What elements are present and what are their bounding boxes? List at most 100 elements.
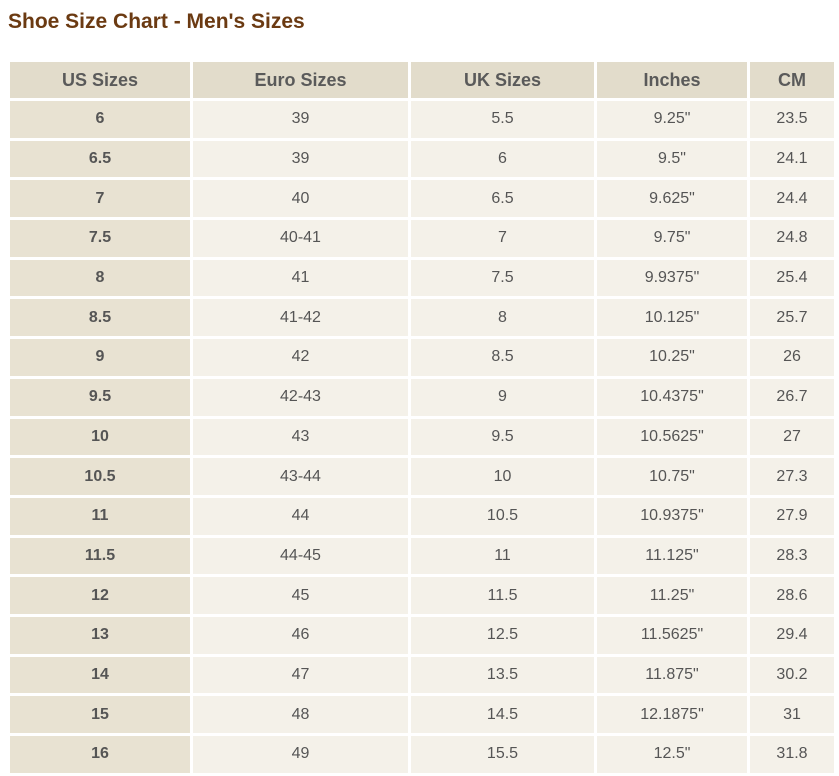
cm-cell: 27.9 [750,497,834,535]
table-row: 7 40 6.5 9.625" 24.4 [10,180,834,218]
table-row: 11.5 44-45 11 11.125" 28.3 [10,537,834,575]
table-row: 9 42 8.5 10.25" 26 [10,339,834,376]
shoe-size-table: US Sizes Euro Sizes UK Sizes Inches CM 6… [7,59,837,776]
us-size-cell: 11 [10,497,190,535]
us-size-cell: 14 [10,656,190,694]
euro-size-cell: 42 [193,339,408,376]
euro-size-cell: 41-42 [193,299,408,337]
table-row: 6.5 39 6 9.5" 24.1 [10,140,834,178]
euro-size-cell: 49 [193,736,408,773]
us-size-cell: 9 [10,339,190,376]
uk-size-cell: 6 [411,140,594,178]
euro-size-cell: 39 [193,101,408,138]
table-row: 8.5 41-42 8 10.125" 25.7 [10,299,834,337]
inches-cell: 10.75" [597,458,747,495]
table-row: 7.5 40-41 7 9.75" 24.8 [10,220,834,257]
inches-cell: 10.4375" [597,378,747,416]
euro-size-cell: 42-43 [193,378,408,416]
uk-size-cell: 9.5 [411,418,594,456]
uk-size-cell: 11.5 [411,577,594,614]
cm-cell: 27 [750,418,834,456]
euro-size-cell: 46 [193,616,408,654]
euro-size-cell: 40 [193,180,408,218]
inches-cell: 11.875" [597,656,747,694]
us-size-cell: 6.5 [10,140,190,178]
cm-cell: 27.3 [750,458,834,495]
cm-cell: 24.1 [750,140,834,178]
cm-cell: 28.3 [750,537,834,575]
table-row: 12 45 11.5 11.25" 28.6 [10,577,834,614]
uk-size-cell: 10 [411,458,594,495]
page-title: Shoe Size Chart - Men's Sizes [8,10,305,33]
cm-cell: 30.2 [750,656,834,694]
inches-cell: 10.9375" [597,497,747,535]
uk-size-cell: 10.5 [411,497,594,535]
euro-size-cell: 45 [193,577,408,614]
uk-size-cell: 7 [411,220,594,257]
table-row: 15 48 14.5 12.1875" 31 [10,696,834,733]
inches-cell: 12.5" [597,736,747,773]
uk-size-cell: 8.5 [411,339,594,376]
us-size-cell: 15 [10,696,190,733]
us-size-cell: 12 [10,577,190,614]
uk-size-cell: 15.5 [411,736,594,773]
uk-size-cell: 13.5 [411,656,594,694]
us-size-cell: 9.5 [10,378,190,416]
table-row: 8 41 7.5 9.9375" 25.4 [10,259,834,297]
header-uk-sizes: UK Sizes [411,62,594,98]
us-size-cell: 10.5 [10,458,190,495]
table-row: 10 43 9.5 10.5625" 27 [10,418,834,456]
inches-cell: 9.25" [597,101,747,138]
us-size-cell: 8.5 [10,299,190,337]
cm-cell: 31.8 [750,736,834,773]
uk-size-cell: 8 [411,299,594,337]
header-inches: Inches [597,62,747,98]
cm-cell: 25.7 [750,299,834,337]
us-size-cell: 11.5 [10,537,190,575]
inches-cell: 9.5" [597,140,747,178]
euro-size-cell: 43 [193,418,408,456]
cm-cell: 25.4 [750,259,834,297]
inches-cell: 12.1875" [597,696,747,733]
us-size-cell: 7.5 [10,220,190,257]
inches-cell: 9.75" [597,220,747,257]
us-size-cell: 16 [10,736,190,773]
header-euro-sizes: Euro Sizes [193,62,408,98]
uk-size-cell: 6.5 [411,180,594,218]
euro-size-cell: 44-45 [193,537,408,575]
cm-cell: 31 [750,696,834,733]
cm-cell: 24.8 [750,220,834,257]
inches-cell: 9.625" [597,180,747,218]
uk-size-cell: 9 [411,378,594,416]
inches-cell: 11.5625" [597,616,747,654]
euro-size-cell: 41 [193,259,408,297]
us-size-cell: 8 [10,259,190,297]
euro-size-cell: 44 [193,497,408,535]
inches-cell: 10.25" [597,339,747,376]
cm-cell: 28.6 [750,577,834,614]
table-row: 6 39 5.5 9.25" 23.5 [10,101,834,138]
header-cm: CM [750,62,834,98]
table-row: 10.5 43-44 10 10.75" 27.3 [10,458,834,495]
cm-cell: 29.4 [750,616,834,654]
table-row: 9.5 42-43 9 10.4375" 26.7 [10,378,834,416]
table-row: 14 47 13.5 11.875" 30.2 [10,656,834,694]
header-us-sizes: US Sizes [10,62,190,98]
uk-size-cell: 7.5 [411,259,594,297]
uk-size-cell: 11 [411,537,594,575]
inches-cell: 10.125" [597,299,747,337]
us-size-cell: 7 [10,180,190,218]
cm-cell: 24.4 [750,180,834,218]
us-size-cell: 10 [10,418,190,456]
inches-cell: 10.5625" [597,418,747,456]
uk-size-cell: 12.5 [411,616,594,654]
euro-size-cell: 43-44 [193,458,408,495]
euro-size-cell: 48 [193,696,408,733]
table-header-row: US Sizes Euro Sizes UK Sizes Inches CM [10,62,834,98]
cm-cell: 26 [750,339,834,376]
table-row: 13 46 12.5 11.5625" 29.4 [10,616,834,654]
cm-cell: 26.7 [750,378,834,416]
inches-cell: 11.25" [597,577,747,614]
cm-cell: 23.5 [750,101,834,138]
euro-size-cell: 47 [193,656,408,694]
